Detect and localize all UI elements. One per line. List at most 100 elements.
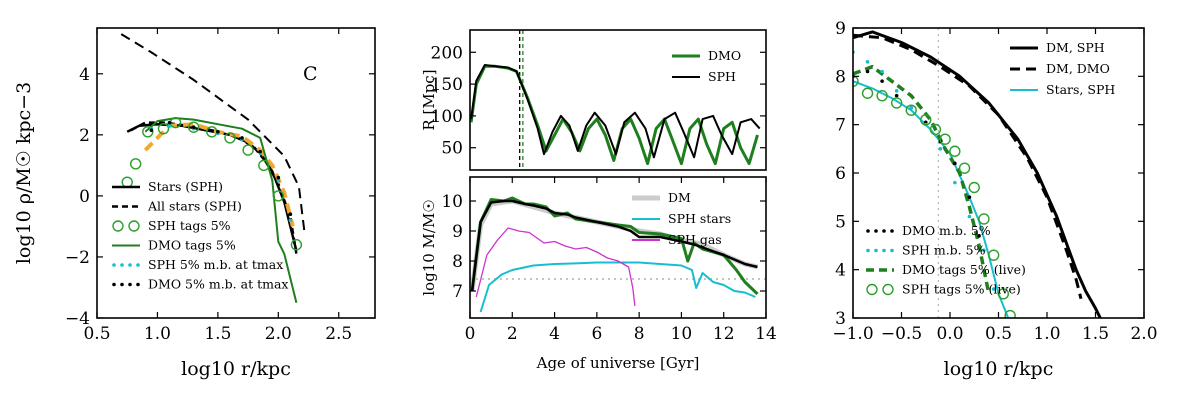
y-tick-label: −4 [65, 309, 90, 329]
data-point [905, 104, 917, 116]
data-point [865, 69, 870, 74]
legend-marker [882, 283, 894, 296]
legend-marker [874, 248, 878, 253]
data-point [1004, 309, 1016, 318]
series-line [853, 30, 1102, 318]
plot-frame [469, 29, 767, 171]
data-point [276, 178, 281, 183]
series-line [853, 64, 991, 295]
data-point [920, 114, 932, 126]
legend-marker [874, 229, 878, 233]
plot-frame [469, 176, 767, 319]
data-point [240, 136, 244, 140]
data-point [288, 218, 293, 223]
legend-label: DM [668, 190, 691, 205]
x-axis-label: log10 r/kpc [944, 358, 1054, 380]
data-point [982, 248, 986, 253]
legend-label: DMO tags 5% (live) [902, 262, 1026, 277]
x-axis-label: Age of universe [Gyr] [536, 354, 700, 372]
data-point [978, 213, 990, 225]
x-tick-label: 1.5 [1082, 324, 1109, 344]
y-tick-label: 7 [452, 282, 463, 302]
data-point [865, 60, 870, 64]
y-tick-label: 4 [79, 65, 90, 85]
plot-frame [852, 27, 1145, 319]
series-line [479, 261, 756, 313]
data-point [949, 145, 961, 157]
legend-label: SPH tags 5% (live) [902, 282, 1021, 297]
legend-label: SPH m.b. 5% [902, 243, 986, 258]
y-tick-label: 9 [452, 222, 463, 242]
x-tick-label: 8 [634, 324, 645, 344]
x-tick-label: 0.5 [83, 324, 110, 344]
legend-label: DMO [708, 48, 741, 63]
data-point [938, 147, 943, 151]
data-point [121, 176, 133, 188]
plot-area [120, 33, 306, 303]
legend-marker [866, 283, 878, 296]
plot-area [470, 30, 761, 170]
data-point [880, 79, 884, 83]
legend-marker [112, 263, 116, 267]
plot-area [470, 196, 766, 313]
data-point [953, 161, 957, 166]
data-point [167, 123, 172, 128]
x-tick-label: 2 [507, 324, 518, 344]
legend-marker [128, 263, 132, 267]
x-tick-label: 4 [549, 324, 560, 344]
data-point [187, 121, 200, 133]
cumulative-profile-panel: −1.0 −0.5 0.0 0.5 1.0 1.5 2.0 3 4 5 6 7 8 9 log10 r/kp… [832, 19, 1157, 380]
data-point [929, 123, 942, 136]
x-tick-label: −0.5 [881, 324, 922, 344]
x-tick-label: 14 [755, 324, 777, 344]
data-point [968, 181, 980, 194]
series-line [853, 33, 1083, 300]
y-axis-label: log10 ρ/M☉ kpc−3 [13, 82, 35, 264]
y-tick-label: 3 [835, 309, 846, 329]
legend-label: SPH stars [668, 211, 731, 226]
y-tick-label: 8 [835, 67, 846, 87]
x-tick-label: 12 [713, 324, 735, 344]
legend-marker [112, 282, 116, 287]
radius-vs-time-panel: 50 100 150 200 R [Mpc] DMO SPH [420, 29, 767, 171]
data-point [129, 158, 142, 170]
data-point [288, 212, 293, 217]
legend-marker [112, 220, 124, 232]
data-point [909, 105, 913, 110]
series-line [470, 199, 758, 292]
y-tick-label: 200 [431, 43, 463, 63]
series-line [470, 64, 761, 159]
plot-frame [96, 27, 376, 319]
series-line [144, 117, 298, 303]
data-point [276, 175, 281, 180]
legend-label: SPH tags 5% [148, 218, 231, 233]
x-tick-label: 2.0 [1130, 324, 1157, 344]
data-point [224, 132, 236, 144]
plot-area [853, 28, 1102, 318]
legend-marker [128, 282, 132, 287]
data-point [149, 128, 154, 133]
data-point [953, 180, 957, 185]
data-point [880, 69, 884, 74]
data-point [890, 97, 903, 109]
y-axis-label: R [Mpc] [420, 69, 438, 130]
legend-marker [120, 282, 124, 287]
data-point [290, 239, 303, 251]
x-tick-label: 2.0 [265, 324, 292, 344]
legend-marker [120, 263, 124, 267]
legend-label: All stars (SPH) [147, 199, 242, 214]
y-tick-label: −2 [65, 248, 90, 268]
legend-label: SPH [708, 69, 736, 84]
data-point [242, 144, 254, 156]
x-tick-label: 0 [465, 324, 476, 344]
legend-marker [136, 282, 140, 287]
panel-letter: C [303, 63, 318, 85]
series-line [130, 121, 298, 255]
x-tick-label: −1.0 [832, 324, 873, 344]
legend-label: Stars (SPH) [148, 179, 223, 194]
data-point [987, 249, 1000, 261]
y-tick-label: 50 [441, 139, 463, 159]
x-tick-label: 2.5 [325, 324, 352, 344]
